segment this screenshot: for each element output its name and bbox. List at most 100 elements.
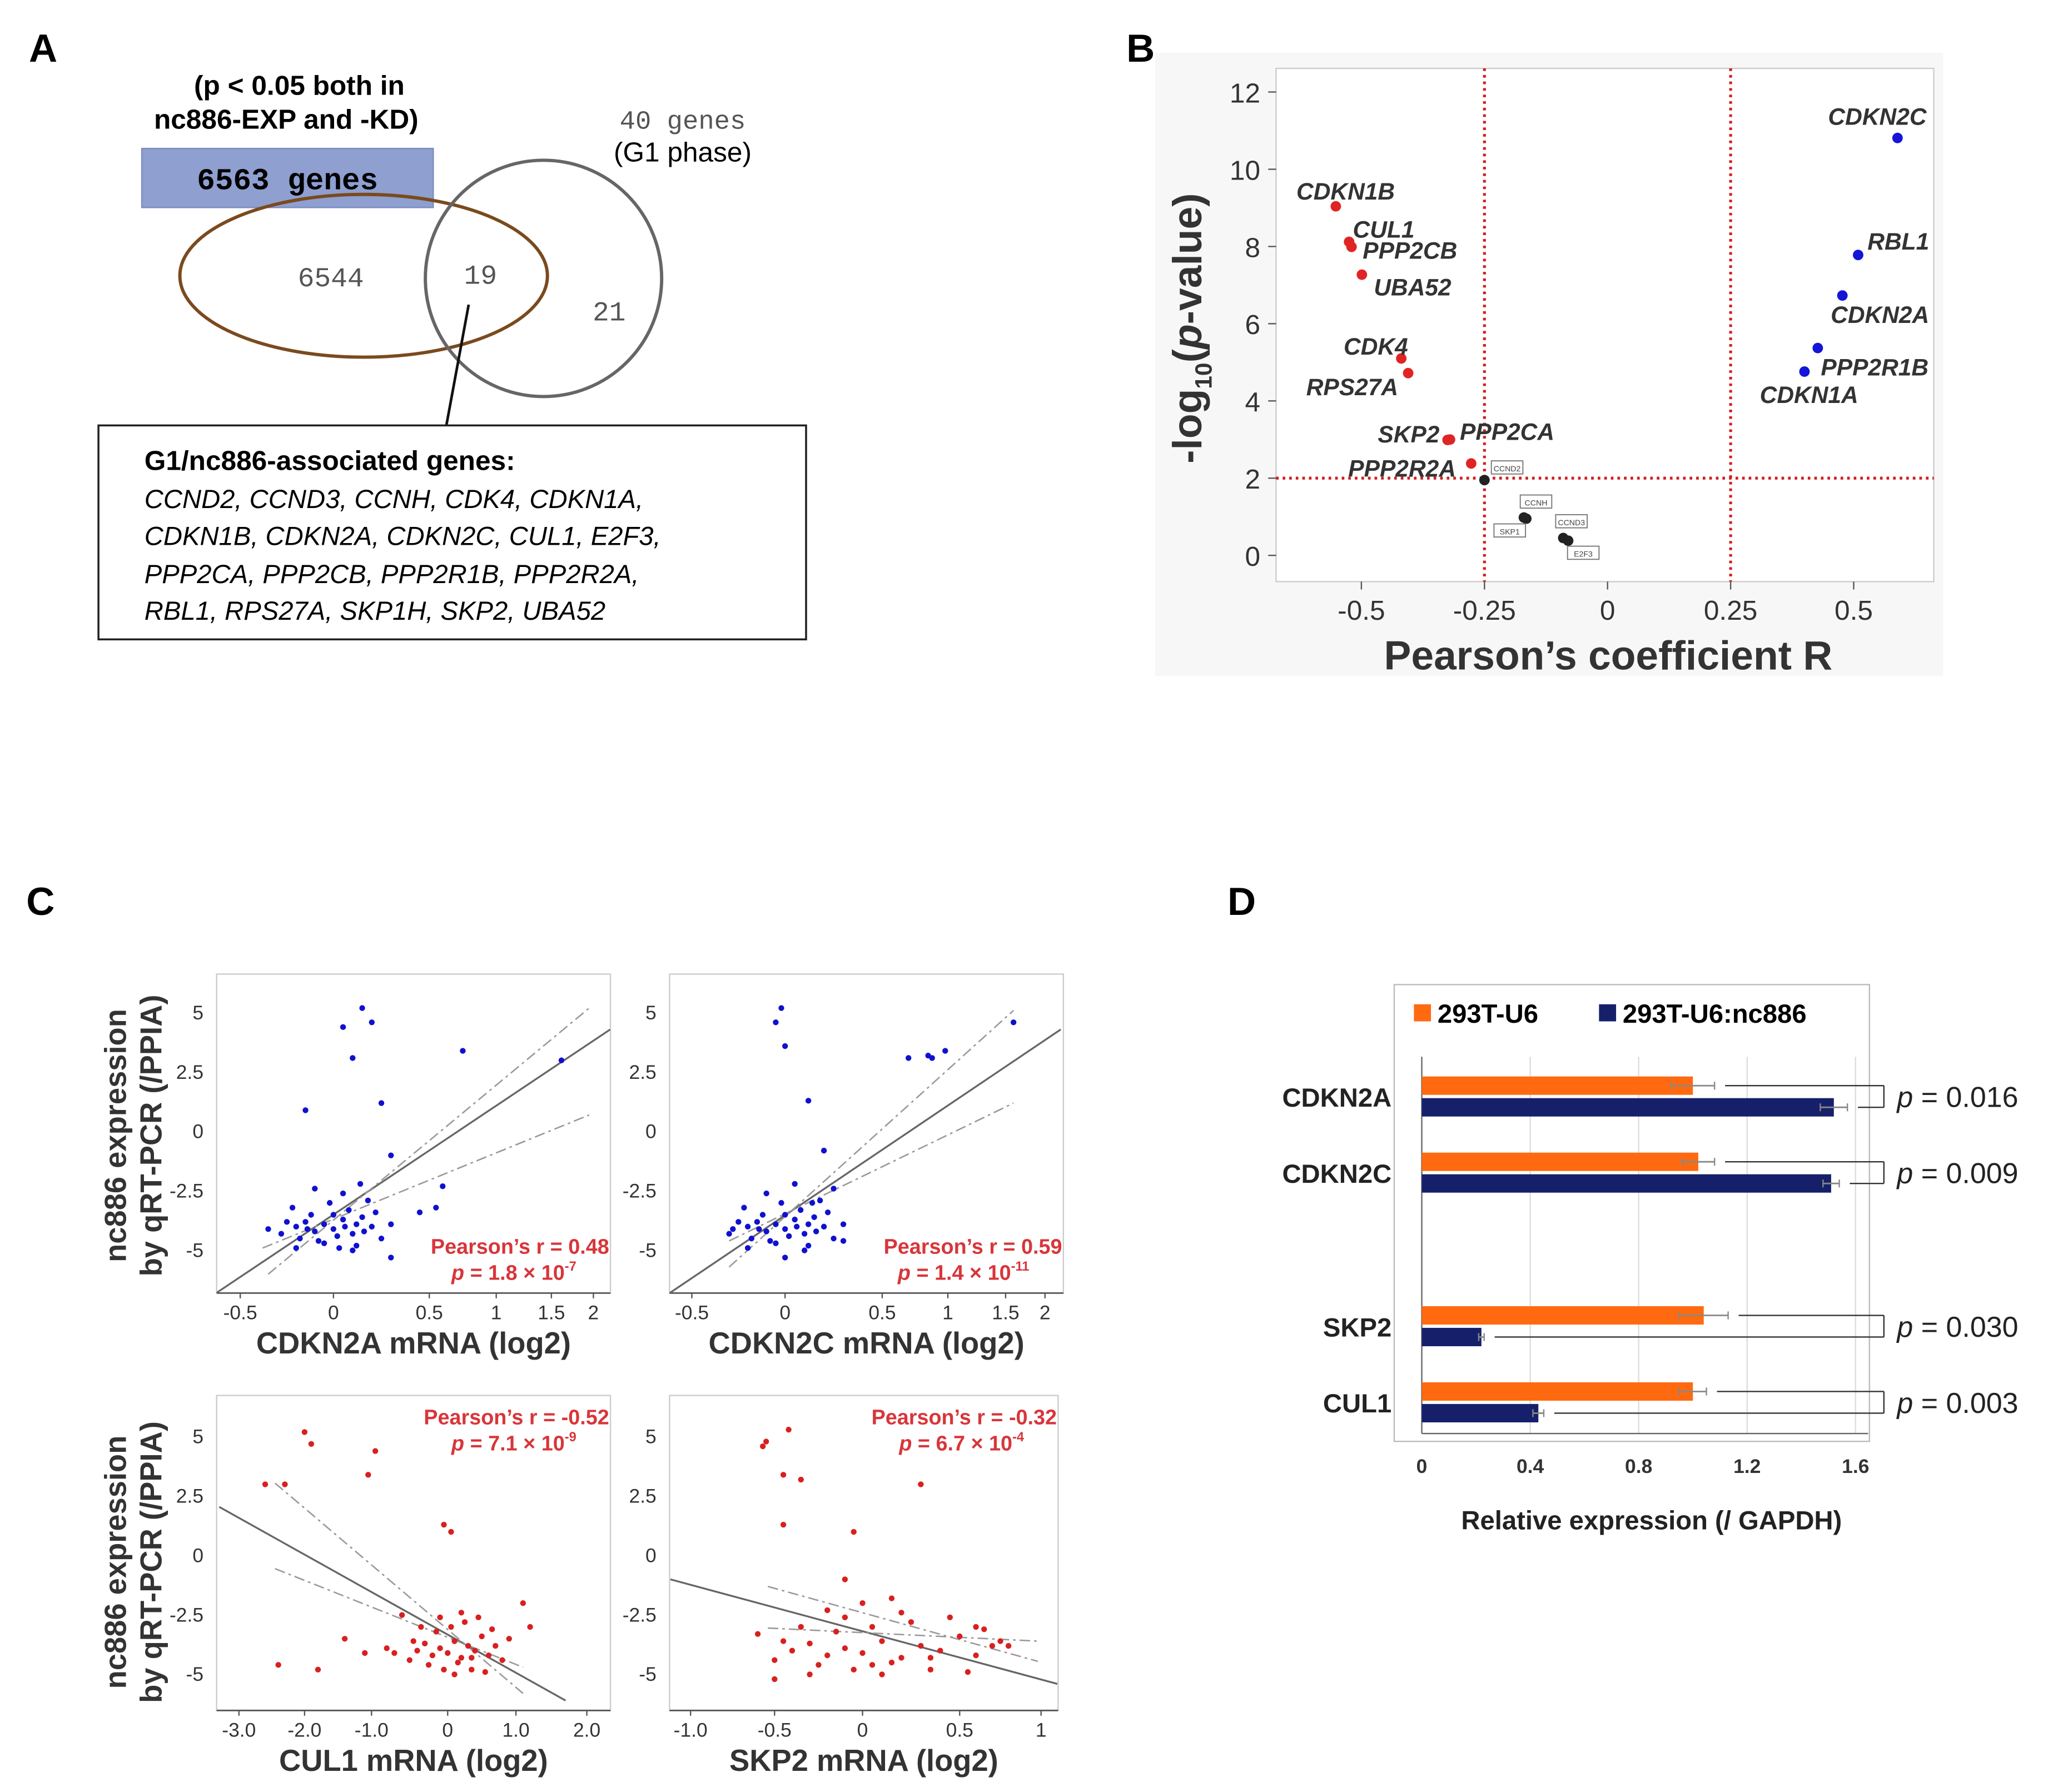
scatter-point [1010, 1019, 1017, 1026]
x-tick-label: 1 [491, 1302, 502, 1324]
scatter-point [735, 1219, 742, 1225]
volcano-y-axis-label: -log10(p-value) [1165, 193, 1217, 463]
data-point-cdkn1a [1799, 366, 1810, 377]
gene-label-box [1490, 460, 1524, 475]
scatter-point [341, 1636, 348, 1642]
scatter-point [433, 1629, 439, 1635]
data-point-cdkn2a [1837, 290, 1848, 301]
scatter-point [888, 1595, 895, 1601]
scatter-point [461, 1619, 468, 1625]
scatter-point [425, 1662, 432, 1668]
gene-list-line: CDKN1B, CDKN2A, CDKN2C, CUL1, E2F3, [145, 521, 661, 551]
panel-label-b: B [1126, 27, 1155, 71]
scatter-point [989, 1642, 996, 1649]
scatter-point [330, 1226, 337, 1232]
scatter-point [297, 1236, 303, 1242]
gene-label: CDKN1A [1760, 382, 1858, 409]
p-value: = 0.009 [1913, 1158, 2018, 1190]
scatter-point [485, 1652, 492, 1659]
bar-chart-frame [1393, 984, 1871, 1442]
scatter-point [879, 1638, 885, 1644]
scatter-point [786, 1233, 792, 1240]
set2-label-line-1: 40 genes [620, 108, 746, 137]
scatter-point [326, 1199, 333, 1206]
y-tick-label: 0 [192, 1121, 203, 1143]
x-tick-label: 1.5 [992, 1302, 1019, 1324]
scatter-point [744, 1245, 751, 1251]
x-tick-label: 0 [328, 1302, 339, 1324]
pearson-r-label: Pearson’s r = -0.52 [424, 1406, 609, 1430]
scatter-point [437, 1645, 443, 1651]
scatter-point [763, 1228, 769, 1235]
scatter-point [789, 1647, 796, 1654]
scatter-point [302, 1107, 309, 1113]
scatter-point [416, 1209, 423, 1216]
scatter-point [451, 1671, 458, 1677]
scatter-point [265, 1226, 271, 1232]
x-tick-label: 2 [588, 1302, 599, 1324]
legend-swatch-control [1414, 1004, 1431, 1022]
scatter-y-label-top-2: by qRT-PCR (/PPIA) [134, 995, 168, 1277]
scatter-point [840, 1238, 847, 1244]
y-tick-label: 2 [1245, 464, 1260, 495]
data-point-e2f3 [1563, 535, 1574, 546]
scatter-point [759, 1443, 766, 1450]
pearson-r-label: Pearson’s r = 0.59 [884, 1236, 1062, 1259]
volcano-plot: Pearson’s coefficient R -log10(p-value) … [1155, 52, 1943, 679]
callout-line [445, 304, 470, 426]
scatter-point [947, 1614, 953, 1621]
pearson-r-label: Pearson’s r = -0.32 [872, 1406, 1057, 1430]
p-symbol: p [451, 1432, 464, 1456]
scatter-point [321, 1221, 327, 1227]
x-tick-label: 0.5 [946, 1719, 973, 1741]
gene-label: RBL1 [1867, 229, 1929, 255]
scatter-point [842, 1614, 848, 1621]
overlap-count: 19 [464, 261, 498, 292]
bar-cul1-1 [1421, 1403, 1539, 1422]
scatter-point [359, 1214, 365, 1220]
scatter-point [388, 1221, 394, 1227]
set1-only-count: 6544 [298, 263, 364, 295]
scatter-point [469, 1666, 475, 1673]
x-tick-label: -1.0 [674, 1719, 708, 1741]
x-tick-label: 2 [1040, 1302, 1051, 1324]
scatter-cdkn2c: -0.5 0 0.5 1 1.5 2 5 2.5 0 -2.5 -5 CDKN2C mRNA (log… [623, 973, 1065, 1360]
scatter-point [780, 1638, 787, 1644]
y-tick-label: 0 [645, 1544, 657, 1566]
scatter-point [289, 1204, 296, 1211]
x-axis-label: CDKN2A mRNA (log2) [256, 1326, 571, 1360]
x-tick-label: -0.5 [1338, 595, 1385, 626]
scatter-point [807, 1640, 813, 1647]
scatter-point [918, 1642, 924, 1649]
scatter-skp2: -1.0 -0.5 0 0.5 1 5 2.5 0 -2.5 -5 SKP2 mRNA (log2)… [623, 1395, 1059, 1778]
scatter-point [809, 1199, 816, 1206]
scatter-point [445, 1650, 451, 1656]
p-symbol: p [1896, 1082, 1913, 1114]
data-point-cdkn1b [1330, 201, 1341, 212]
p-value: = 1.8 × 10 [464, 1262, 565, 1285]
data-point-uba52 [1356, 269, 1368, 280]
scatter-point [315, 1238, 322, 1244]
scatter-point [475, 1614, 481, 1621]
ylabel-open: ( [1165, 349, 1210, 362]
scatter-point [469, 1655, 475, 1661]
scatter-point [1005, 1642, 1012, 1649]
scatter-point [851, 1529, 857, 1535]
scatter-point [455, 1659, 461, 1666]
scatter-point [465, 1642, 471, 1649]
gene-label: RPS27A [1306, 375, 1398, 401]
scatter-point [418, 1624, 424, 1630]
scatter-point [441, 1521, 447, 1528]
scatter-point [957, 1633, 963, 1640]
scatter-point [321, 1240, 327, 1246]
scatter-point [780, 1472, 787, 1478]
scatter-point [965, 1669, 971, 1675]
y-tick-label: 2.5 [629, 1061, 657, 1083]
data-point-skp1 [1518, 512, 1529, 523]
p-value-label: p = 1.4 × 10-11 [897, 1260, 1030, 1285]
p-symbol: p [897, 1262, 911, 1285]
x-tick-label: -0.5 [223, 1302, 257, 1324]
category-label: SKP2 [1323, 1313, 1391, 1342]
scatter-point [312, 1186, 318, 1192]
